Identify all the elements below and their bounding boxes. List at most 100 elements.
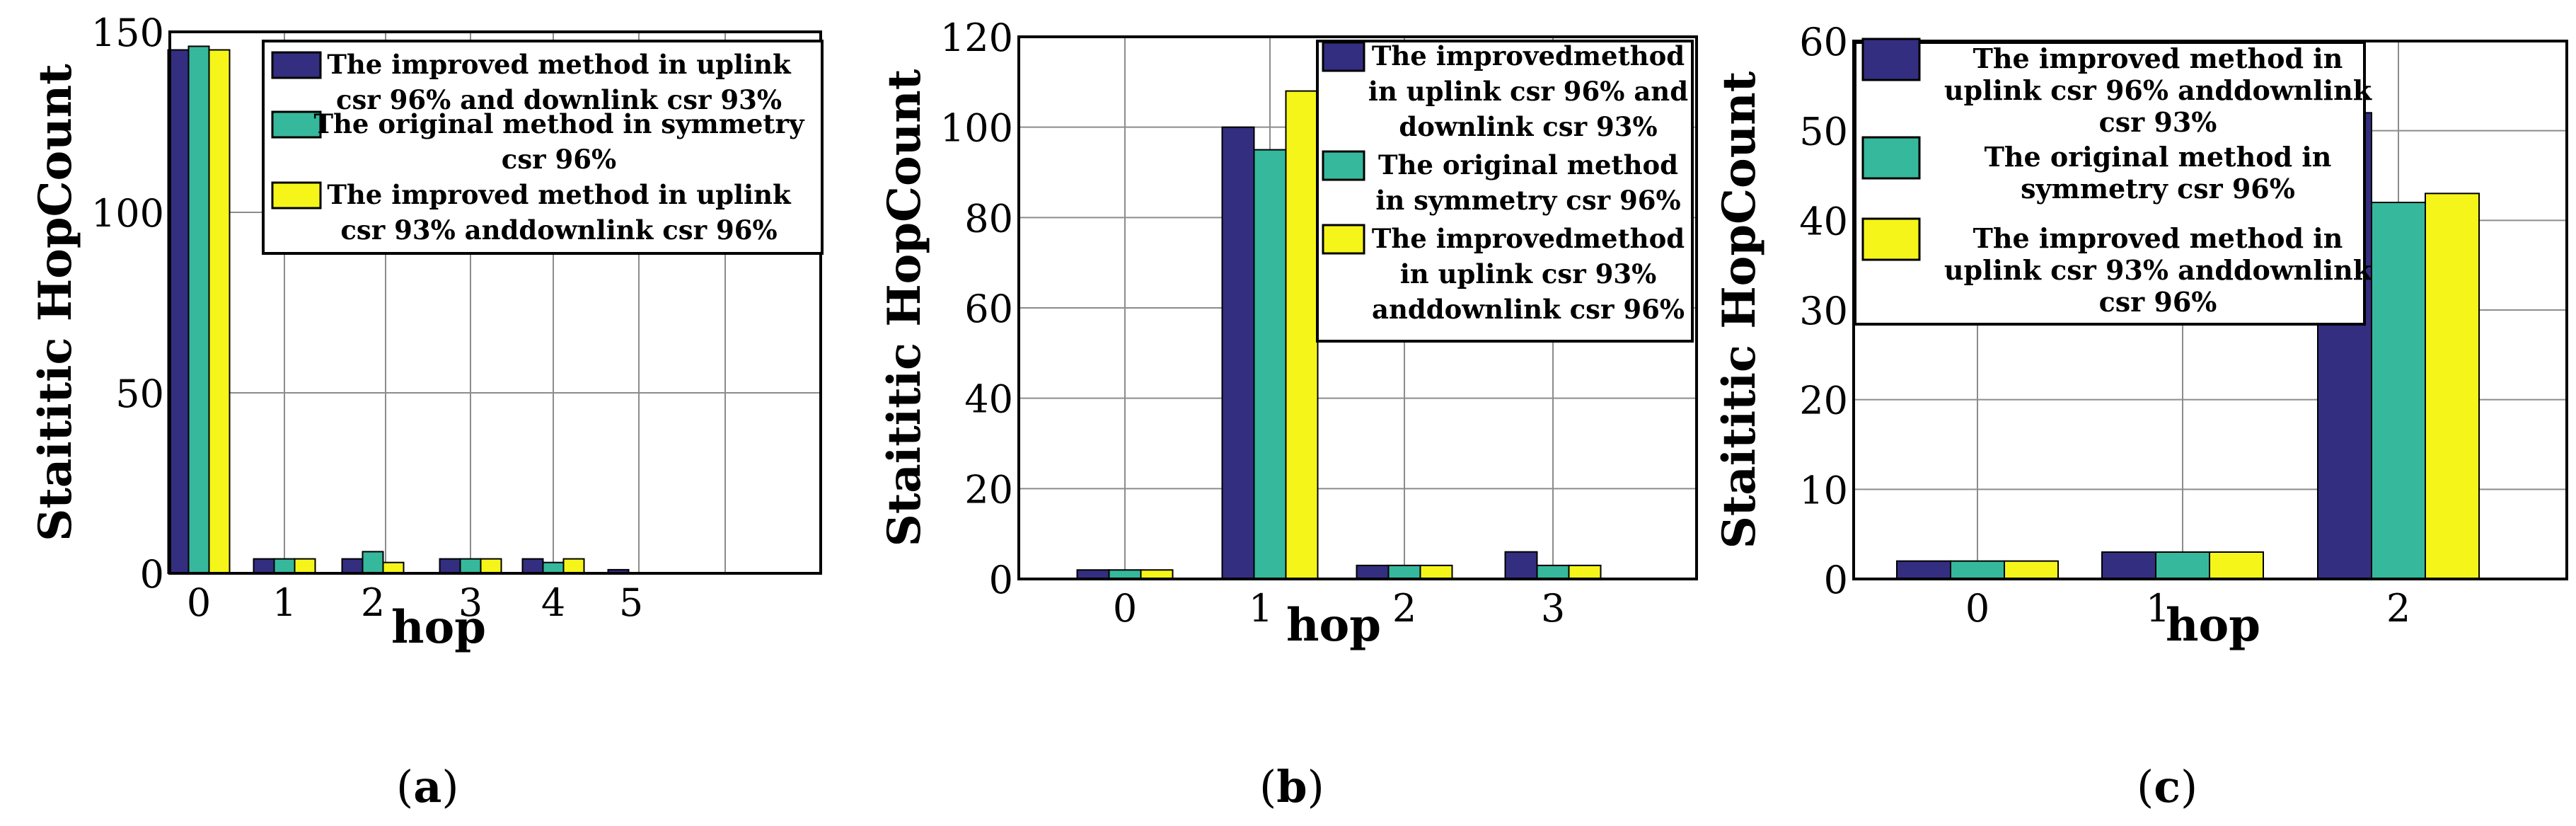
bar-3-3 [480,558,502,574]
y-tick-label: 120 [940,16,1013,60]
bar-2-2 [362,551,384,575]
bar-2-0 [1950,560,2005,580]
y-tick-label: 0 [989,558,1013,602]
bar-3-1 [2209,551,2264,580]
caption-c: (c) [2137,761,2198,813]
y-tick-label: 50 [1799,110,1848,154]
bar-2-3 [459,558,482,574]
x-axis-label: hop [2166,599,2260,652]
legend-label-3: The improved method in uplink [327,179,792,210]
legend-label-2: The original method [1378,149,1678,180]
legend-box [1316,40,1694,343]
x-tick-label: 3 [458,580,483,625]
legend-label-3: anddownlink csr 96% [1372,294,1685,325]
legend-swatch-3 [271,181,322,210]
x-tick-label: 0 [1113,586,1137,631]
x-tick-label: 0 [1965,586,1989,631]
y-tick-label: 60 [1799,20,1848,64]
x-tick-label: 5 [619,580,643,625]
bar-1-1 [253,558,275,574]
x-tick-label: 1 [2146,586,2170,631]
x-tick-label: 0 [187,580,211,625]
x-axis-label: hop [1286,599,1381,652]
y-tick-label: 100 [940,106,1013,151]
bar-1-2 [1356,564,1390,580]
legend-label-1: in uplink csr 96% and [1368,76,1688,107]
chart-panel-b: 0 20 40 60 80 100 120 0 1 2 3 hop Staititic HopCount… [878,16,1698,652]
bar-1-2 [341,558,364,574]
legend: The improved method in uplink csr 96% and… [262,40,824,255]
x-tick-label: 3 [1541,586,1565,631]
bar-3-2 [2425,193,2480,580]
x-tick-label: 2 [1392,586,1416,631]
bar-2-3 [1536,564,1570,580]
legend-label-1: csr 93% [2099,106,2217,138]
y-tick-label: 60 [964,287,1013,331]
y-tick-label: 0 [1824,558,1848,602]
legend-swatch-1 [1861,38,1921,81]
x-tick-label: 1 [272,580,296,625]
y-tick-label: 100 [91,191,164,236]
legend-label-1: The improvedmethod [1372,40,1685,71]
chart-panel-a: 0 50 100 150 0 1 2 3 4 5 hop Staititic HopCount The … [29,11,824,654]
legend-swatch-2 [271,110,322,139]
bar-3-4 [562,558,585,574]
bar-2-1 [2155,551,2210,580]
legend: The improvedmethod in uplink csr 96% and d… [1316,40,1694,343]
legend-label-3: uplink csr 93% anddownlink [1944,254,2372,286]
legend-swatch-1 [1322,41,1365,72]
legend-label-3: csr 96% [2099,286,2217,318]
y-tick-label: 80 [964,196,1013,241]
bar-2-2 [2371,202,2426,580]
y-tick-label: 40 [1799,199,1848,243]
y-tick-label: 0 [140,552,164,597]
plot-frame [168,30,822,575]
legend-label-3: in uplink csr 93% [1400,258,1657,289]
legend-label-3: csr 93% anddownlink csr 96% [340,214,777,246]
x-tick-label: 2 [361,580,385,625]
bar-3-1 [1285,90,1319,580]
y-tick-label: 20 [964,467,1013,512]
legend-label-1: The improved method in uplink [327,49,792,80]
x-tick-label: 1 [1249,586,1273,631]
x-tick-label: 4 [541,580,565,625]
bar-3-2 [1419,564,1453,580]
x-axis-label: hop [391,601,486,654]
plot-frame [1017,35,1698,580]
legend-label-1: csr 96% and downlink csr 93% [336,84,782,115]
bar-1-1 [2101,551,2156,580]
legend-label-1: downlink csr 93% [1399,111,1657,142]
chart-panel-c: 0 10 20 30 40 50 60 0 1 2 hop Staititic HopCount The… [1713,20,2568,652]
y-axis-label: Staititic HopCount [1713,71,1766,549]
y-tick-label: 150 [91,11,164,55]
bar-1-4 [521,558,544,574]
caption-a: (a) [396,761,459,813]
legend-swatch-3 [1861,217,1921,261]
y-tick-label: 20 [1799,379,1848,423]
y-tick-label: 40 [964,377,1013,422]
bar-3-0 [2004,560,2059,580]
legend-label-2: csr 96% [502,144,616,175]
legend-label-1: The improved method in [1973,42,2343,74]
legend-box [1854,41,2366,326]
bar-2-0 [187,45,210,574]
legend-box [262,40,824,255]
bar-2-1 [1253,149,1287,580]
caption-b: (b) [1259,761,1324,813]
bar-1-1 [1221,126,1255,580]
legend-swatch-2 [1861,136,1921,180]
bar-1-0 [1896,560,1951,580]
y-tick-label: 50 [115,372,164,416]
legend-label-2: The original method in symmetry [313,108,805,139]
legend-label-2: symmetry csr 96% [2021,173,2295,205]
legend-label-2: The original method in [1985,141,2332,173]
legend-swatch-1 [271,51,322,79]
bar-2-2 [1387,564,1421,580]
y-tick-label: 10 [1799,468,1848,512]
y-axis-label: Staititic HopCount [29,64,82,541]
bar-2-1 [273,558,296,574]
y-tick-label: 30 [1799,289,1848,333]
legend-label-2: in symmetry csr 96% [1375,185,1680,216]
x-tick-label: 2 [2386,586,2410,631]
